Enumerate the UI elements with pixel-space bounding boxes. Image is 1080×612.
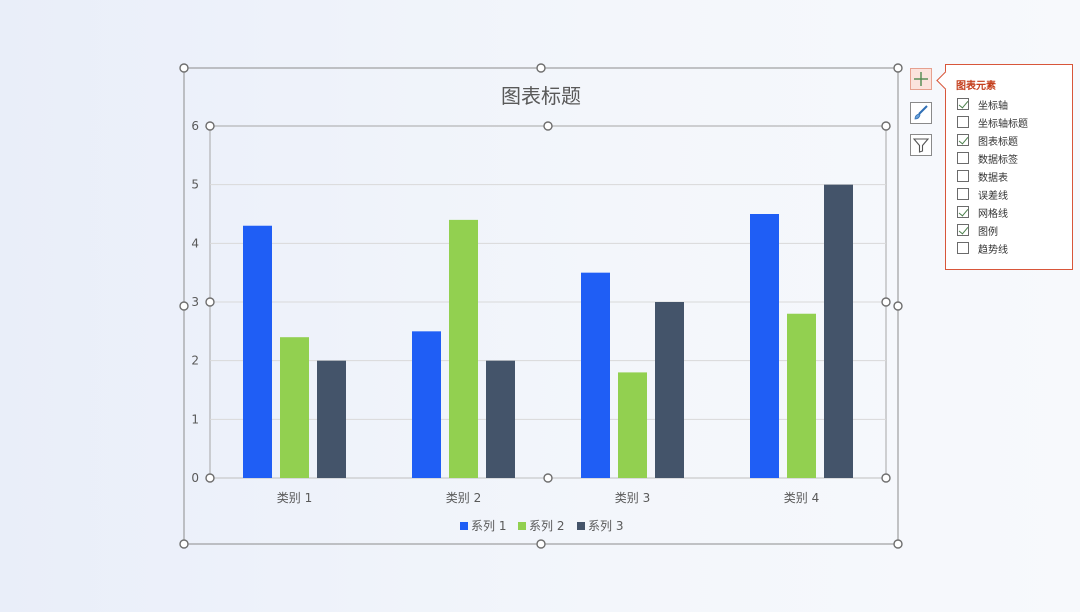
plot-handle-bottom-right[interactable] <box>881 473 891 483</box>
chart-element-option[interactable]: 数据表 <box>957 168 1008 184</box>
chart-element-option[interactable]: 图例 <box>957 222 998 238</box>
plus-icon <box>914 72 928 86</box>
checkbox[interactable] <box>957 206 969 218</box>
checkbox[interactable] <box>957 224 969 236</box>
chart-element-option[interactable]: 数据标签 <box>957 150 1018 166</box>
option-label: 数据表 <box>978 172 1008 184</box>
panel-title: 图表元素 <box>956 81 996 92</box>
x-tick-label: 类别 1 <box>277 491 312 505</box>
option-label: 坐标轴 <box>978 100 1008 112</box>
y-tick-label: 5 <box>191 178 199 192</box>
chart-element-option[interactable]: 坐标轴标题 <box>957 114 1028 130</box>
chart-handle-top-right[interactable] <box>893 63 903 73</box>
y-tick-label: 2 <box>191 354 199 368</box>
plot-handle-bottom-center[interactable] <box>543 473 553 483</box>
plot-handle-top-left[interactable] <box>205 121 215 131</box>
chart-frame-handles[interactable] <box>179 63 903 549</box>
chart-element-option[interactable]: 趋势线 <box>957 240 1008 256</box>
legend-entry[interactable]: 系列 1 <box>471 519 506 533</box>
option-label: 趋势线 <box>978 244 1008 256</box>
x-tick-label: 类别 3 <box>615 491 650 505</box>
chart-element-option[interactable]: 图表标题 <box>957 132 1018 148</box>
gridlines <box>210 184 886 479</box>
chart-handle-bottom-right[interactable] <box>893 539 903 549</box>
bar-series-1-category-1[interactable] <box>243 225 272 478</box>
chart-title[interactable]: 图表标题 <box>501 84 581 108</box>
plot-handle-middle-left[interactable] <box>205 297 215 307</box>
legend-swatch <box>460 522 468 530</box>
plot-handle-top-right[interactable] <box>881 121 891 131</box>
option-label: 图表标题 <box>978 136 1018 148</box>
bars[interactable] <box>243 184 853 478</box>
chart-handle-middle-right[interactable] <box>893 301 903 311</box>
y-tick-label: 0 <box>191 471 199 485</box>
x-tick-label: 类别 4 <box>784 491 819 505</box>
chart-element-option[interactable]: 网格线 <box>957 204 1008 220</box>
bar-series-1-category-3[interactable] <box>581 272 610 478</box>
chart-handle-top-left[interactable] <box>179 63 189 73</box>
bar-series-2-category-2[interactable] <box>449 219 478 478</box>
chart-elements-panel: 图表元素 坐标轴坐标轴标题图表标题数据标签数据表误差线网格线图例趋势线 <box>936 64 1073 270</box>
chart-element-option[interactable]: 坐标轴 <box>957 96 1008 112</box>
legend-swatch <box>577 522 585 530</box>
chart-handle-middle-left[interactable] <box>179 301 189 311</box>
option-label: 图例 <box>978 226 998 238</box>
option-label: 误差线 <box>978 190 1008 202</box>
legend-swatch <box>518 522 526 530</box>
filter-icon <box>912 138 930 153</box>
checkbox[interactable] <box>957 170 969 182</box>
chart-handle-bottom-left[interactable] <box>179 539 189 549</box>
bar-series-2-category-1[interactable] <box>280 337 309 478</box>
plot-area-handles[interactable] <box>205 121 891 483</box>
legend-entry[interactable]: 系列 2 <box>529 519 564 533</box>
option-label: 数据标签 <box>978 154 1018 166</box>
bar-series-1-category-2[interactable] <box>412 331 441 478</box>
checkbox[interactable] <box>957 98 969 110</box>
bar-series-2-category-4[interactable] <box>787 313 816 478</box>
checkbox[interactable] <box>957 188 969 200</box>
chart-filters-button[interactable] <box>910 134 932 156</box>
bar-series-3-category-1[interactable] <box>317 360 346 478</box>
y-tick-label: 3 <box>191 295 199 309</box>
brush-icon <box>914 105 928 120</box>
y-tick-label: 1 <box>191 412 199 426</box>
plot-handle-top-center[interactable] <box>543 121 553 131</box>
chart-element-option[interactable]: 误差线 <box>957 186 1008 202</box>
y-tick-label: 6 <box>191 119 199 133</box>
checkbox[interactable] <box>957 242 969 254</box>
bar-series-3-category-2[interactable] <box>486 360 515 478</box>
x-axis-labels: 类别 1 类别 2 类别 3 类别 4 <box>277 491 819 505</box>
chart-handle-bottom-center[interactable] <box>536 539 546 549</box>
bar-series-2-category-3[interactable] <box>618 372 647 478</box>
legend-entry[interactable]: 系列 3 <box>588 519 623 533</box>
bar-series-3-category-3[interactable] <box>655 302 684 478</box>
bar-series-3-category-4[interactable] <box>824 184 853 478</box>
checkbox[interactable] <box>957 116 969 128</box>
x-tick-label: 类别 2 <box>446 491 481 505</box>
y-axis-labels: 0 1 2 3 4 5 6 <box>191 119 199 485</box>
checkbox[interactable] <box>957 152 969 164</box>
bar-series-1-category-4[interactable] <box>750 214 779 478</box>
plot-handle-bottom-left[interactable] <box>205 473 215 483</box>
chart-handle-top-center[interactable] <box>536 63 546 73</box>
checkbox[interactable] <box>957 134 969 146</box>
chart-elements-button[interactable] <box>910 68 932 90</box>
plot-handle-middle-right[interactable] <box>881 297 891 307</box>
chart-styles-button[interactable] <box>910 102 932 124</box>
option-label: 网格线 <box>978 208 1008 220</box>
legend[interactable]: 系列 1 系列 2 系列 3 <box>460 519 623 533</box>
option-label: 坐标轴标题 <box>978 118 1028 130</box>
y-tick-label: 4 <box>191 236 199 250</box>
